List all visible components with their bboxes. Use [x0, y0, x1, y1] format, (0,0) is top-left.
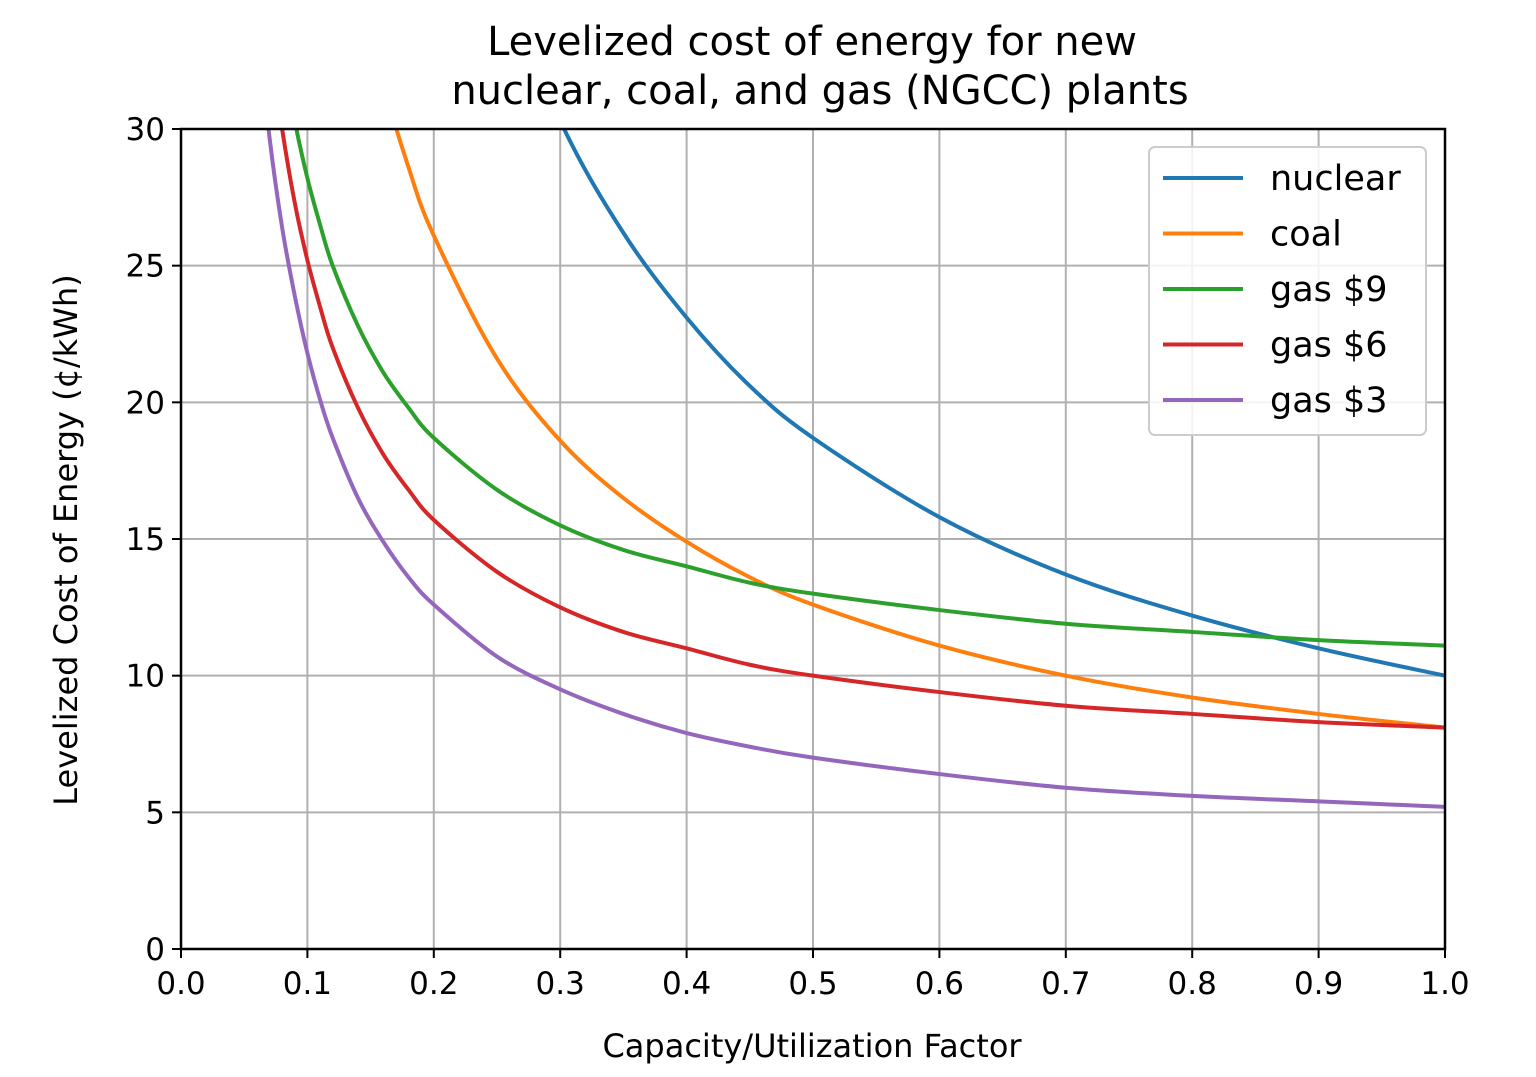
series-line-gas-9	[294, 129, 1445, 648]
y-tick-label: 20	[126, 385, 165, 421]
x-tick-label: 0.6	[915, 966, 964, 1002]
y-tick-label: 5	[145, 795, 165, 831]
series-line-gas-6	[280, 129, 1445, 730]
x-tick-label: 1.0	[1420, 966, 1469, 1002]
chart-title-line-1: Levelized cost of energy for new	[487, 19, 1137, 65]
x-axis-label: Capacity/Utilization Factor	[602, 1027, 1022, 1065]
y-tick-label: 30	[126, 112, 165, 148]
y-tick-label: 10	[126, 659, 165, 695]
x-tick-label: 0.0	[156, 966, 205, 1002]
y-tick-label: 0	[145, 932, 165, 968]
y-tick-label: 25	[126, 249, 165, 285]
series-line-gas-3	[266, 129, 1445, 809]
legend-label-nuclear: nuclear	[1270, 159, 1401, 199]
x-tick-label: 0.9	[1294, 966, 1343, 1002]
x-tick-label: 0.7	[1041, 966, 1090, 1002]
legend-frame	[1148, 146, 1427, 436]
x-tick-label: 0.8	[1168, 966, 1217, 1002]
series-line-nuclear	[561, 129, 1445, 678]
x-tick-label: 0.2	[409, 966, 458, 1002]
y-axis-label: Levelized Cost of Energy (¢/kWh)	[47, 274, 85, 805]
x-tick-label: 0.4	[662, 966, 711, 1002]
series-line-coal	[394, 129, 1445, 730]
x-tick-label: 0.1	[283, 966, 332, 1002]
legend: nuclear coal gas $9 gas $6 gas $3	[1148, 146, 1427, 436]
legend-label-gas-3: gas $3	[1270, 381, 1388, 421]
legend-label-coal: coal	[1270, 215, 1342, 255]
legend-label-gas-6: gas $6	[1270, 326, 1388, 366]
legend-label-gas-9: gas $9	[1270, 270, 1388, 310]
x-tick-label: 0.3	[536, 966, 585, 1002]
x-tick-label: 0.5	[788, 966, 837, 1002]
y-tick-label: 15	[126, 522, 165, 558]
series-lines	[266, 129, 1445, 809]
chart-title-line-2: nuclear, coal, and gas (NGCC) plants	[451, 68, 1188, 114]
ticks: 0.0 0.1 0.2 0.3 0.4 0.5 0.6 0.7 0.8 0.9 1.0 0 5 10 15 2…	[126, 112, 1470, 1002]
